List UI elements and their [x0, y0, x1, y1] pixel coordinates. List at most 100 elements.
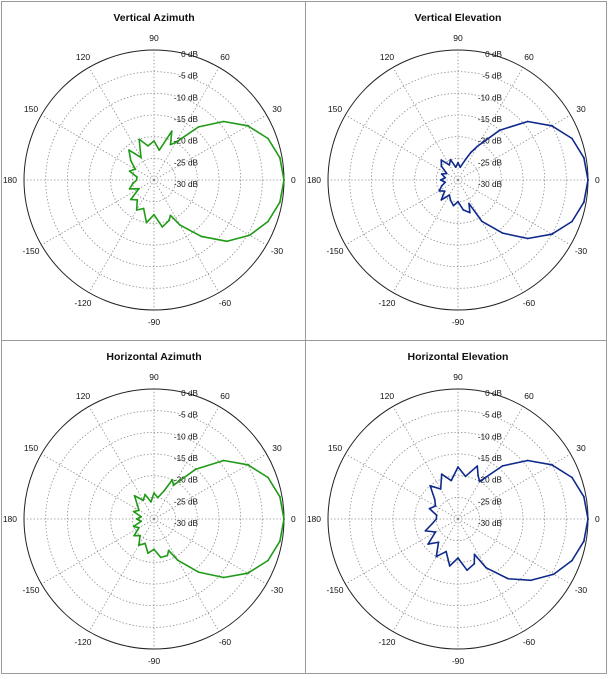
pattern-point	[139, 534, 141, 537]
angle-tick-label: -120	[378, 637, 395, 647]
pattern-point	[433, 498, 436, 501]
pattern-point	[136, 176, 138, 178]
angle-tick-label: 30	[576, 443, 586, 453]
radial-tick-label: 0 dB	[485, 50, 502, 59]
grid-ring	[45, 71, 263, 289]
pattern-point	[440, 159, 443, 161]
angle-tick-label: 120	[380, 52, 394, 62]
pattern-point	[137, 544, 140, 547]
pattern-point	[468, 211, 471, 214]
grid-spoke	[392, 67, 459, 181]
grid-spoke	[392, 179, 459, 293]
pattern-point	[438, 189, 441, 192]
radial-tick-label: -25 dB	[174, 158, 199, 167]
pattern-point	[450, 479, 453, 482]
pattern-point	[526, 120, 529, 123]
grid-spoke	[457, 67, 524, 181]
angle-tick-label: 150	[24, 104, 38, 114]
pattern-point	[179, 224, 181, 226]
pattern-point	[443, 190, 446, 193]
angle-tick-label: 90	[149, 372, 159, 382]
grid-spoke	[153, 518, 220, 632]
pattern-point	[448, 565, 451, 567]
pattern-point	[449, 158, 452, 161]
pattern-point	[452, 204, 455, 207]
pattern-point	[501, 232, 504, 235]
pattern-point	[135, 209, 138, 211]
radial-tick-label: -10 dB	[174, 93, 199, 102]
pattern-point	[457, 466, 459, 468]
pattern-point	[142, 499, 145, 502]
angle-tick-label: -60	[219, 637, 232, 647]
pattern-point	[267, 137, 269, 140]
pattern-point	[278, 540, 281, 543]
panel-divider-vertical	[305, 1, 306, 674]
grid-spoke	[457, 406, 524, 520]
pattern-point	[571, 137, 573, 140]
pattern-point	[424, 529, 427, 532]
grid-spoke	[457, 518, 571, 585]
pattern-point	[477, 474, 480, 477]
chart-panel-vertical-elevation: Vertical Elevation 0 30 60 90 120 150 180 -150 -1…	[306, 2, 610, 340]
chart-title: Horizontal Azimuth	[106, 351, 201, 363]
pattern-point	[445, 172, 448, 175]
radial-tick-label: -20 dB	[478, 137, 503, 146]
pattern-point	[448, 194, 451, 196]
radial-tick-label: -10 dB	[174, 432, 199, 441]
pattern-point	[428, 507, 431, 510]
pattern-point	[169, 143, 172, 146]
chart-panel-horizontal-azimuth: Horizontal Azimuth 0 30 60 90 120 150 180 -150 -1…	[2, 341, 306, 679]
angle-tick-label: 60	[524, 52, 534, 62]
radial-tick-label: 0 dB	[181, 389, 198, 398]
polar-chart-horizontal-elevation: Horizontal Elevation 0 30 60 90 120 150 180 -150…	[307, 351, 600, 666]
grid-spoke	[153, 406, 220, 520]
pattern-point	[278, 156, 281, 159]
radial-tick-label: -30 dB	[174, 519, 199, 528]
pattern-point	[278, 495, 281, 498]
pattern-point	[283, 518, 285, 520]
pattern-point	[267, 220, 269, 223]
pattern-point	[134, 168, 137, 171]
angle-tick-label: 0	[595, 514, 600, 524]
pattern-point	[459, 166, 462, 169]
chart-title: Vertical Elevation	[415, 12, 502, 24]
pattern-point	[434, 505, 437, 507]
pattern-point	[473, 562, 476, 565]
radial-tick-label: -15 dB	[478, 454, 503, 463]
pattern-point	[138, 526, 140, 529]
radiation-pattern-line	[424, 459, 589, 582]
grid-spoke	[88, 406, 155, 520]
pattern-point	[138, 187, 140, 190]
grid-spoke	[392, 518, 459, 632]
grid-ring	[370, 92, 546, 268]
pattern-point	[226, 240, 228, 243]
pattern-point	[429, 484, 432, 487]
pattern-point	[478, 480, 481, 483]
radial-tick-label: -20 dB	[478, 476, 503, 485]
radial-tick-label: -5 dB	[178, 411, 198, 420]
pattern-point	[147, 144, 149, 147]
grid-spoke	[153, 518, 267, 585]
pattern-point	[194, 468, 197, 471]
grid-spoke	[88, 518, 155, 632]
pattern-point	[473, 553, 476, 556]
pattern-point	[161, 226, 164, 228]
pattern-point	[444, 176, 447, 179]
pattern-point	[485, 566, 488, 569]
pattern-point	[507, 577, 510, 580]
pattern-point	[246, 572, 249, 575]
pattern-point	[550, 233, 553, 236]
pattern-point	[248, 234, 251, 237]
angle-tick-label: -90	[148, 656, 161, 666]
angle-tick-label: 120	[380, 391, 394, 401]
pattern-point	[170, 130, 173, 133]
grid-spoke	[88, 179, 155, 293]
pattern-point	[132, 510, 135, 513]
pattern-point	[571, 476, 573, 479]
pattern-point	[163, 489, 166, 492]
chart-title: Horizontal Elevation	[408, 351, 509, 363]
pattern-point	[166, 554, 169, 557]
pattern-point	[153, 548, 155, 551]
angle-tick-label: -60	[523, 637, 536, 647]
grid-ring	[110, 475, 198, 563]
